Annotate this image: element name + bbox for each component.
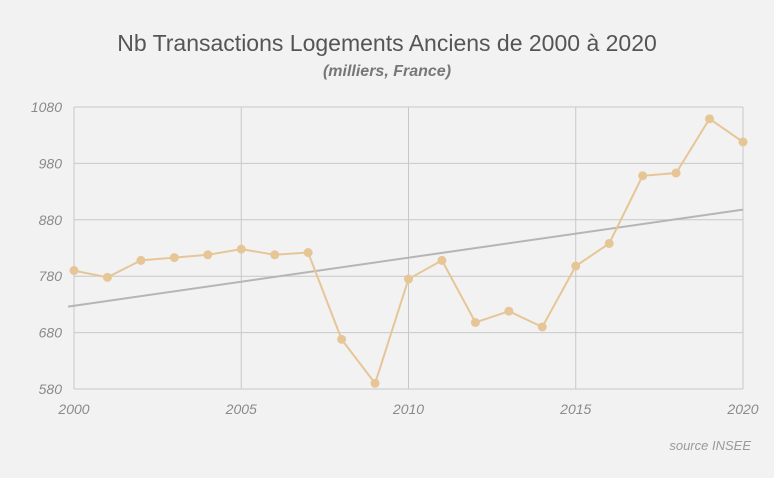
chart-subtitle: (milliers, France) [322, 63, 452, 80]
trendline [67, 208, 744, 308]
series-layer [69, 114, 748, 388]
source-note: source INSEE [669, 438, 751, 453]
data-point [69, 266, 79, 276]
data-point [705, 114, 715, 124]
data-point [136, 255, 146, 265]
data-point [270, 250, 280, 260]
data-point [404, 274, 413, 284]
data-point [370, 378, 380, 388]
x-tick-label: 2005 [225, 401, 257, 417]
data-point [671, 168, 681, 178]
data-point [537, 322, 547, 332]
data-point [203, 250, 213, 260]
x-tick-label: 2015 [559, 401, 591, 417]
y-tick-label: 680 [39, 325, 63, 341]
y-tick-label: 1080 [31, 99, 62, 115]
y-tick-label: 780 [39, 268, 63, 284]
data-point [303, 248, 313, 258]
data-point [470, 317, 480, 327]
y-tick-label: 580 [39, 381, 63, 397]
data-point [102, 272, 112, 282]
trendline-layer [67, 208, 744, 308]
data-point [604, 238, 614, 248]
data-point [236, 244, 246, 254]
data-point [437, 255, 447, 265]
data-point [571, 261, 581, 271]
data-point [504, 306, 514, 316]
data-point [169, 253, 179, 263]
x-tick-label: 2020 [726, 401, 758, 417]
x-tick-label: 2010 [392, 401, 424, 417]
grid-lines [73, 106, 744, 390]
data-point [638, 171, 648, 181]
data-point [738, 137, 748, 147]
y-tick-label: 880 [39, 212, 63, 228]
x-tick-label: 2000 [57, 401, 89, 417]
axis-tick-labels: 580 680 780 880 980 1080 2000 2005 2010 2015 2020 [31, 99, 759, 417]
y-tick-label: 980 [39, 155, 63, 171]
chart-title: Nb Transactions Logements Anciens de 200… [117, 30, 657, 56]
data-point [337, 334, 347, 344]
